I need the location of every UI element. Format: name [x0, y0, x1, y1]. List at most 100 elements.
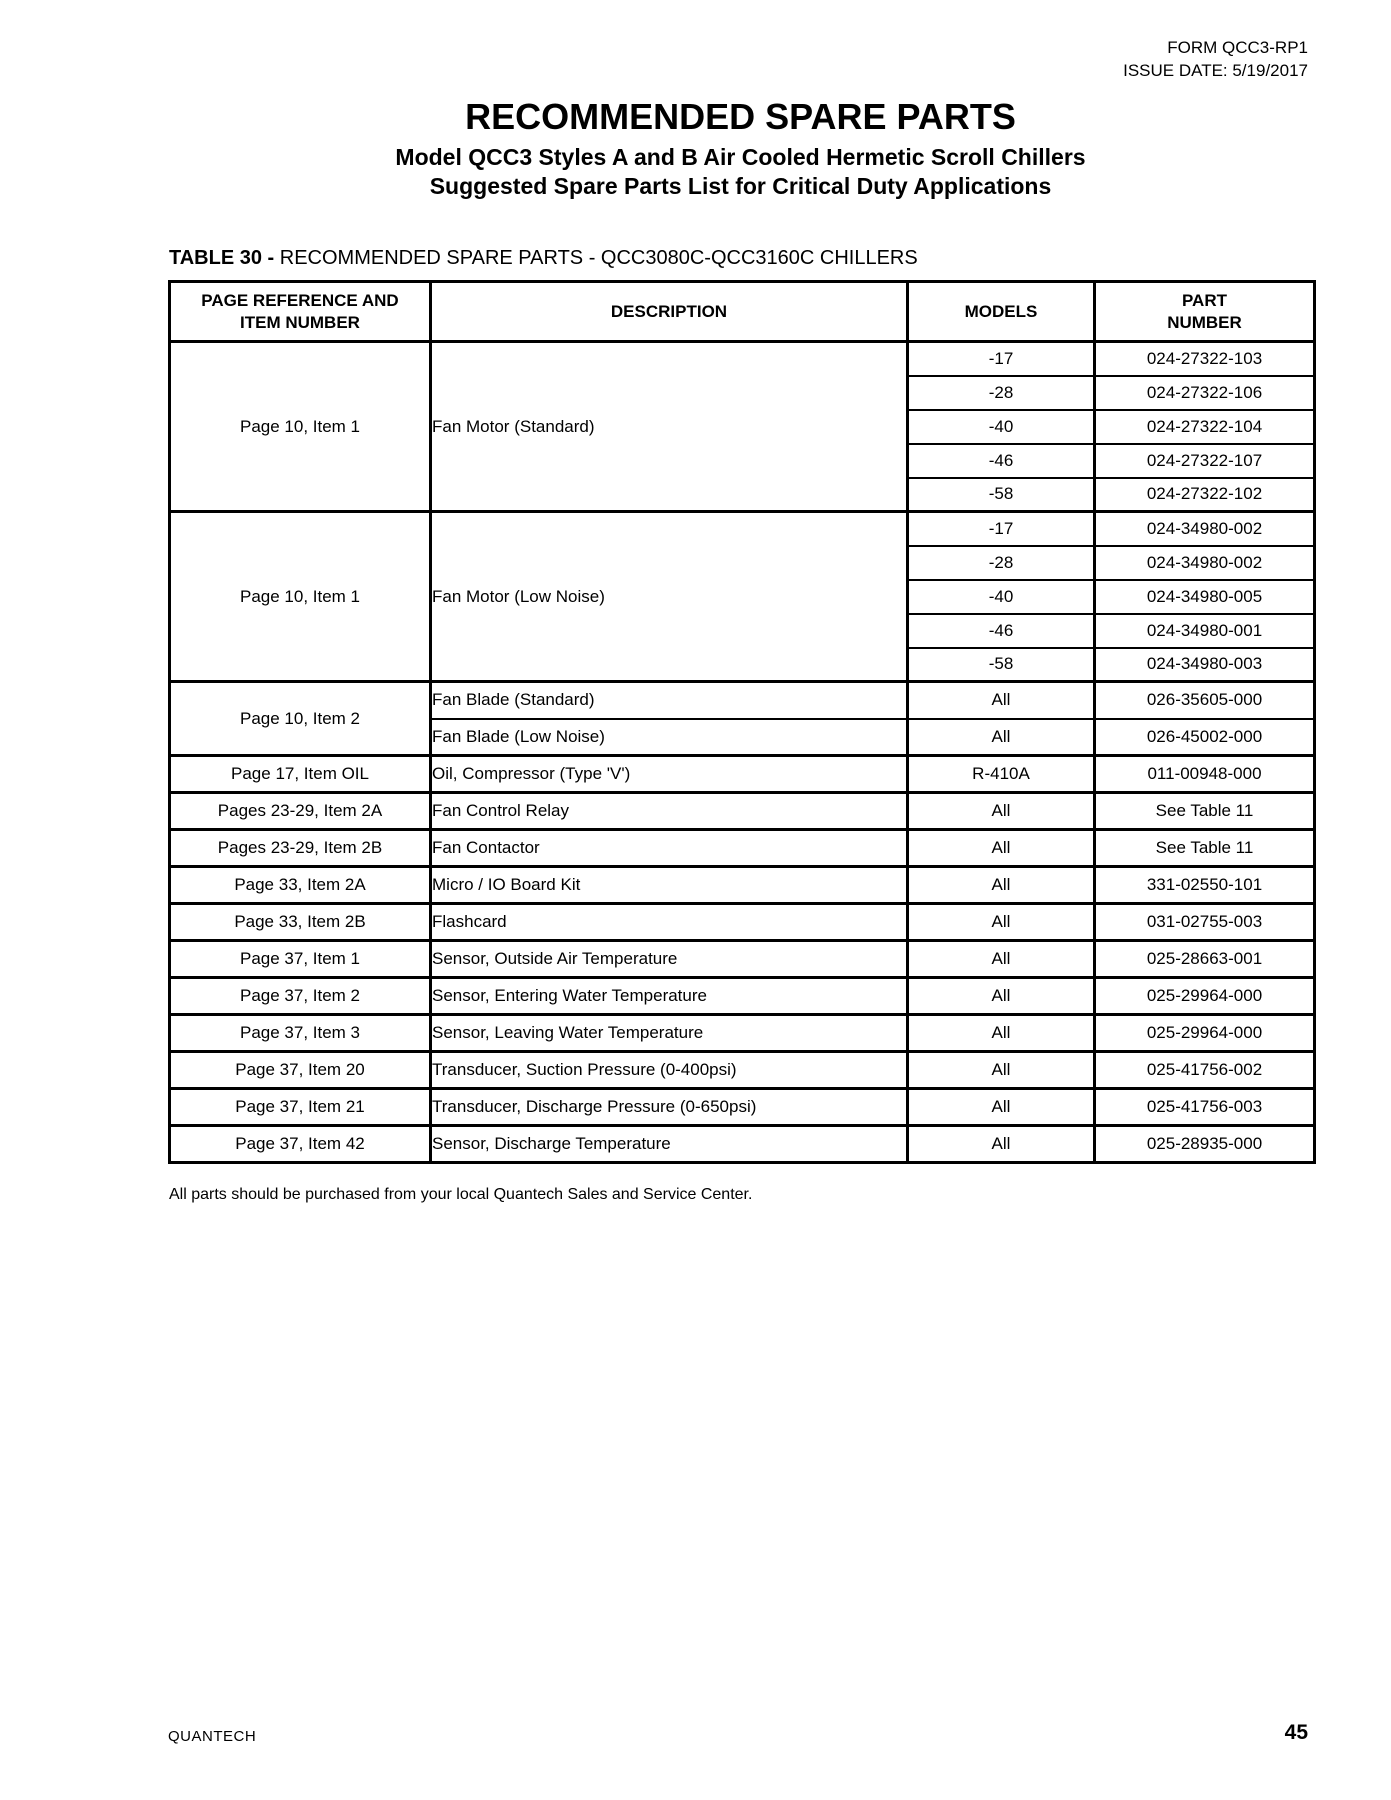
table-row: Fan Blade (Low Noise) All 026-45002-000	[170, 717, 1316, 756]
models-cell: -46	[906, 612, 1096, 648]
table-row: -40 024-27322-104	[170, 408, 1316, 444]
issue-date: ISSUE DATE: 5/19/2017	[1123, 61, 1308, 80]
part-number-cell: See Table 11	[1093, 791, 1316, 830]
description-cell: Micro / IO Board Kit	[429, 865, 909, 904]
part-number-cell: 024-34980-002	[1093, 544, 1316, 580]
part-number-cell: 331-02550-101	[1093, 865, 1316, 904]
models-cell: R-410A	[906, 754, 1096, 793]
models-cell: -46	[906, 442, 1096, 478]
table-row: Page 37, Item 42 Sensor, Discharge Tempe…	[168, 1124, 1316, 1163]
part-number-cell: 024-27322-106	[1093, 374, 1316, 410]
title-block: RECOMMENDED SPARE PARTS Model QCC3 Style…	[168, 97, 1313, 201]
page-ref-cell: Page 10, Item 1	[168, 510, 432, 682]
description-cell: Sensor, Leaving Water Temperature	[429, 1013, 909, 1052]
models-cell: -28	[906, 544, 1096, 580]
header-part-number: PART NUMBER	[1093, 280, 1316, 343]
footer-brand: QUANTECH	[168, 1728, 257, 1745]
part-number-cell: 024-34980-002	[1093, 510, 1316, 546]
table-row: -58 024-27322-102	[170, 476, 1316, 512]
subtitle-line-2: Suggested Spare Parts List for Critical …	[429, 173, 1052, 199]
header-description: DESCRIPTION	[429, 280, 909, 343]
page-ref-cell: Page 10, Item 1	[168, 340, 432, 512]
part-number-cell: 025-41756-003	[1093, 1087, 1316, 1126]
page-ref-cell: Page 33, Item 2A	[168, 865, 432, 904]
models-cell: All	[906, 902, 1096, 941]
header-page-reference: PAGE REFERENCE AND ITEM NUMBER	[168, 280, 432, 343]
table-caption-text: RECOMMENDED SPARE PARTS - QCC3080C-QCC31…	[279, 247, 918, 269]
models-cell: All	[906, 1050, 1096, 1089]
models-cell: All	[906, 717, 1096, 756]
description-cell: Transducer, Suction Pressure (0-400psi)	[429, 1050, 909, 1089]
description-cell: Fan Blade (Standard)	[429, 680, 909, 719]
part-number-cell: 024-27322-102	[1093, 476, 1316, 512]
page-ref-cell: Page 37, Item 1	[168, 939, 432, 978]
table-row: -46 024-34980-001	[170, 612, 1316, 648]
description-cell: Sensor, Entering Water Temperature	[429, 976, 909, 1015]
table-row: Pages 23-29, Item 2A Fan Control Relay A…	[168, 791, 1316, 830]
table-row: -40 024-34980-005	[170, 578, 1316, 614]
form-number: FORM QCC3-RP1	[1167, 38, 1308, 57]
models-cell: All	[906, 1013, 1096, 1052]
part-number-cell: 025-29964-000	[1093, 976, 1316, 1015]
table-row: -58 024-34980-003	[170, 646, 1316, 682]
table-row: Page 17, Item OIL Oil, Compressor (Type …	[168, 754, 1316, 793]
table-row: Page 10, Item 1 Fan Motor (Standard) -17…	[168, 340, 1316, 512]
models-cell: -17	[906, 340, 1096, 376]
part-number-cell: 025-28935-000	[1093, 1124, 1316, 1163]
description-cell: Flashcard	[429, 902, 909, 941]
models-cell: -40	[906, 408, 1096, 444]
page-ref-cell: Page 37, Item 3	[168, 1013, 432, 1052]
page-ref-cell: Page 37, Item 20	[168, 1050, 432, 1089]
description-cell: Fan Blade (Low Noise)	[429, 717, 909, 756]
table-header-row: PAGE REFERENCE AND ITEM NUMBER DESCRIPTI…	[168, 280, 1316, 343]
part-number-cell: 024-34980-005	[1093, 578, 1316, 614]
models-cell: All	[906, 976, 1096, 1015]
models-cell: All	[906, 939, 1096, 978]
description-cell: Oil, Compressor (Type 'V')	[429, 754, 909, 793]
page-ref-cell: Page 37, Item 21	[168, 1087, 432, 1126]
part-number-cell: 025-41756-002	[1093, 1050, 1316, 1089]
table-row: Page 10, Item 1 Fan Motor (Low Noise) -1…	[168, 510, 1316, 682]
table-row: Page 10, Item 2 Fan Blade (Standard) All…	[168, 680, 1316, 756]
models-cell: All	[906, 680, 1096, 719]
part-number-cell: See Table 11	[1093, 828, 1316, 867]
page-ref-cell: Page 37, Item 2	[168, 976, 432, 1015]
description-cell: Fan Motor (Low Noise)	[429, 510, 909, 682]
page-ref-cell: Page 17, Item OIL	[168, 754, 432, 793]
table-row: Page 37, Item 2 Sensor, Entering Water T…	[168, 976, 1316, 1015]
page-ref-cell: Pages 23-29, Item 2B	[168, 828, 432, 867]
part-number-cell: 024-34980-001	[1093, 612, 1316, 648]
description-cell: Sensor, Discharge Temperature	[429, 1124, 909, 1163]
subtitle-line-1: Model QCC3 Styles A and B Air Cooled Her…	[395, 144, 1086, 170]
description-cell: Transducer, Discharge Pressure (0-650psi…	[429, 1087, 909, 1126]
models-cell: All	[906, 865, 1096, 904]
header-models: MODELS	[906, 280, 1096, 343]
models-cell: All	[906, 1087, 1096, 1126]
part-number-cell: 024-34980-003	[1093, 646, 1316, 682]
part-number-cell: 024-27322-103	[1093, 340, 1316, 376]
description-cell: Fan Motor (Standard)	[429, 340, 909, 512]
table-row: Pages 23-29, Item 2B Fan Contactor All S…	[168, 828, 1316, 867]
description-cell: Fan Control Relay	[429, 791, 909, 830]
models-cell: All	[906, 791, 1096, 830]
description-cell: Sensor, Outside Air Temperature	[429, 939, 909, 978]
part-number-cell: 026-35605-000	[1093, 680, 1316, 719]
models-cell: -40	[906, 578, 1096, 614]
table-caption-label: TABLE 30 -	[169, 247, 280, 269]
form-header: FORM QCC3-RP1 ISSUE DATE: 5/19/2017	[1123, 36, 1308, 82]
table-row: Page 37, Item 3 Sensor, Leaving Water Te…	[168, 1013, 1316, 1052]
table-row: Page 37, Item 21 Transducer, Discharge P…	[168, 1087, 1316, 1126]
table-row: -28 024-27322-106	[170, 374, 1316, 410]
part-number-cell: 024-27322-107	[1093, 442, 1316, 478]
models-cell: All	[906, 828, 1096, 867]
part-number-cell: 025-28663-001	[1093, 939, 1316, 978]
table-row: Page 33, Item 2B Flashcard All 031-02755…	[168, 902, 1316, 941]
page-ref-cell: Page 10, Item 2	[168, 680, 432, 756]
footnote: All parts should be purchased from your …	[169, 1186, 753, 1203]
models-cell: -28	[906, 374, 1096, 410]
part-number-cell: 011-00948-000	[1093, 754, 1316, 793]
table-caption: TABLE 30 - RECOMMENDED SPARE PARTS - QCC…	[169, 246, 918, 270]
part-number-cell: 025-29964-000	[1093, 1013, 1316, 1052]
page-number: 45	[1284, 1721, 1308, 1744]
